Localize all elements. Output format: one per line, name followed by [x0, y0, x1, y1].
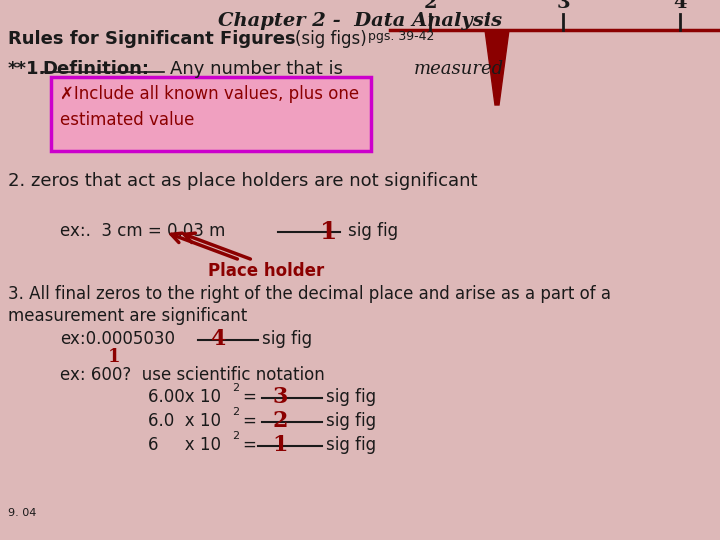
- Text: ex:.  3 cm = 0.03 m: ex:. 3 cm = 0.03 m: [60, 222, 225, 240]
- Text: **1.: **1.: [8, 60, 46, 78]
- Text: 2. zeros that act as place holders are not significant: 2. zeros that act as place holders are n…: [8, 172, 477, 190]
- Text: ex: 600?  use scientific notation: ex: 600? use scientific notation: [60, 366, 325, 384]
- Text: measured: measured: [414, 60, 504, 78]
- Text: pgs. 39-42: pgs. 39-42: [368, 30, 434, 43]
- Text: ex:0.0005030: ex:0.0005030: [60, 330, 175, 348]
- Text: 1: 1: [108, 348, 120, 366]
- Text: ✗Include all known values, plus one
estimated value: ✗Include all known values, plus one esti…: [60, 85, 359, 130]
- Text: measurement are significant: measurement are significant: [8, 307, 247, 325]
- Polygon shape: [485, 30, 509, 105]
- Text: =: =: [242, 412, 256, 430]
- Text: 1: 1: [320, 220, 338, 244]
- Text: 6     x 10: 6 x 10: [148, 436, 221, 454]
- Text: 2: 2: [232, 431, 239, 441]
- Text: sig fig: sig fig: [348, 222, 398, 240]
- Text: 4: 4: [673, 0, 687, 12]
- Text: 3. All final zeros to the right of the decimal place and arise as a part of a: 3. All final zeros to the right of the d…: [8, 285, 611, 303]
- FancyBboxPatch shape: [51, 77, 371, 151]
- Text: sig fig: sig fig: [326, 436, 376, 454]
- Text: Rules for Significant Figures: Rules for Significant Figures: [8, 30, 302, 48]
- Text: sig fig: sig fig: [262, 330, 312, 348]
- Text: =: =: [242, 388, 256, 406]
- Text: 6.0  x 10: 6.0 x 10: [148, 412, 221, 430]
- Text: Place holder: Place holder: [208, 262, 324, 280]
- Text: Definition:: Definition:: [42, 60, 149, 78]
- Text: 6.00x 10: 6.00x 10: [148, 388, 221, 406]
- Text: 3: 3: [272, 386, 287, 408]
- Text: sig fig: sig fig: [326, 388, 376, 406]
- Text: 3: 3: [556, 0, 570, 12]
- Text: =: =: [242, 436, 256, 454]
- Text: 2: 2: [232, 407, 239, 417]
- Text: 9. 04: 9. 04: [8, 508, 37, 518]
- Text: 2: 2: [423, 0, 437, 12]
- Text: 2: 2: [272, 410, 287, 432]
- Text: sig fig: sig fig: [326, 412, 376, 430]
- Text: 2: 2: [232, 383, 239, 393]
- Text: Chapter 2 -  Data Analysis: Chapter 2 - Data Analysis: [218, 12, 502, 30]
- Text: Any number that is: Any number that is: [170, 60, 343, 78]
- Text: (sig figs): (sig figs): [295, 30, 366, 48]
- Text: 1: 1: [272, 434, 287, 456]
- Text: 4: 4: [210, 328, 225, 350]
